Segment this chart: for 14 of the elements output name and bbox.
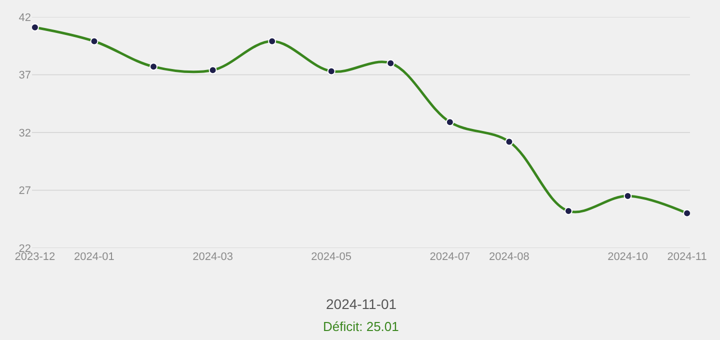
y-tick-label: 27 bbox=[18, 185, 31, 198]
x-tick-label: 2024-07 bbox=[430, 251, 470, 263]
y-tick-label: 37 bbox=[18, 70, 31, 82]
x-tick-label: 2024-03 bbox=[192, 251, 233, 263]
x-tick-label: 2024-10 bbox=[608, 251, 648, 263]
text: 2024-11-01 bbox=[326, 296, 397, 312]
x-tick-label: 2023-12 bbox=[14, 251, 56, 263]
x-tick-label: 2024-08 bbox=[489, 251, 530, 263]
x-tick-label: 2024-05 bbox=[311, 251, 352, 263]
y-tick-label: 32 bbox=[18, 127, 31, 140]
text: Déficit: 25.01 bbox=[323, 319, 399, 334]
x-tick-label: 2024-01 bbox=[74, 251, 114, 263]
y-tick-label: 42 bbox=[18, 12, 31, 24]
x-tick-label: 2024-11 bbox=[667, 251, 707, 263]
